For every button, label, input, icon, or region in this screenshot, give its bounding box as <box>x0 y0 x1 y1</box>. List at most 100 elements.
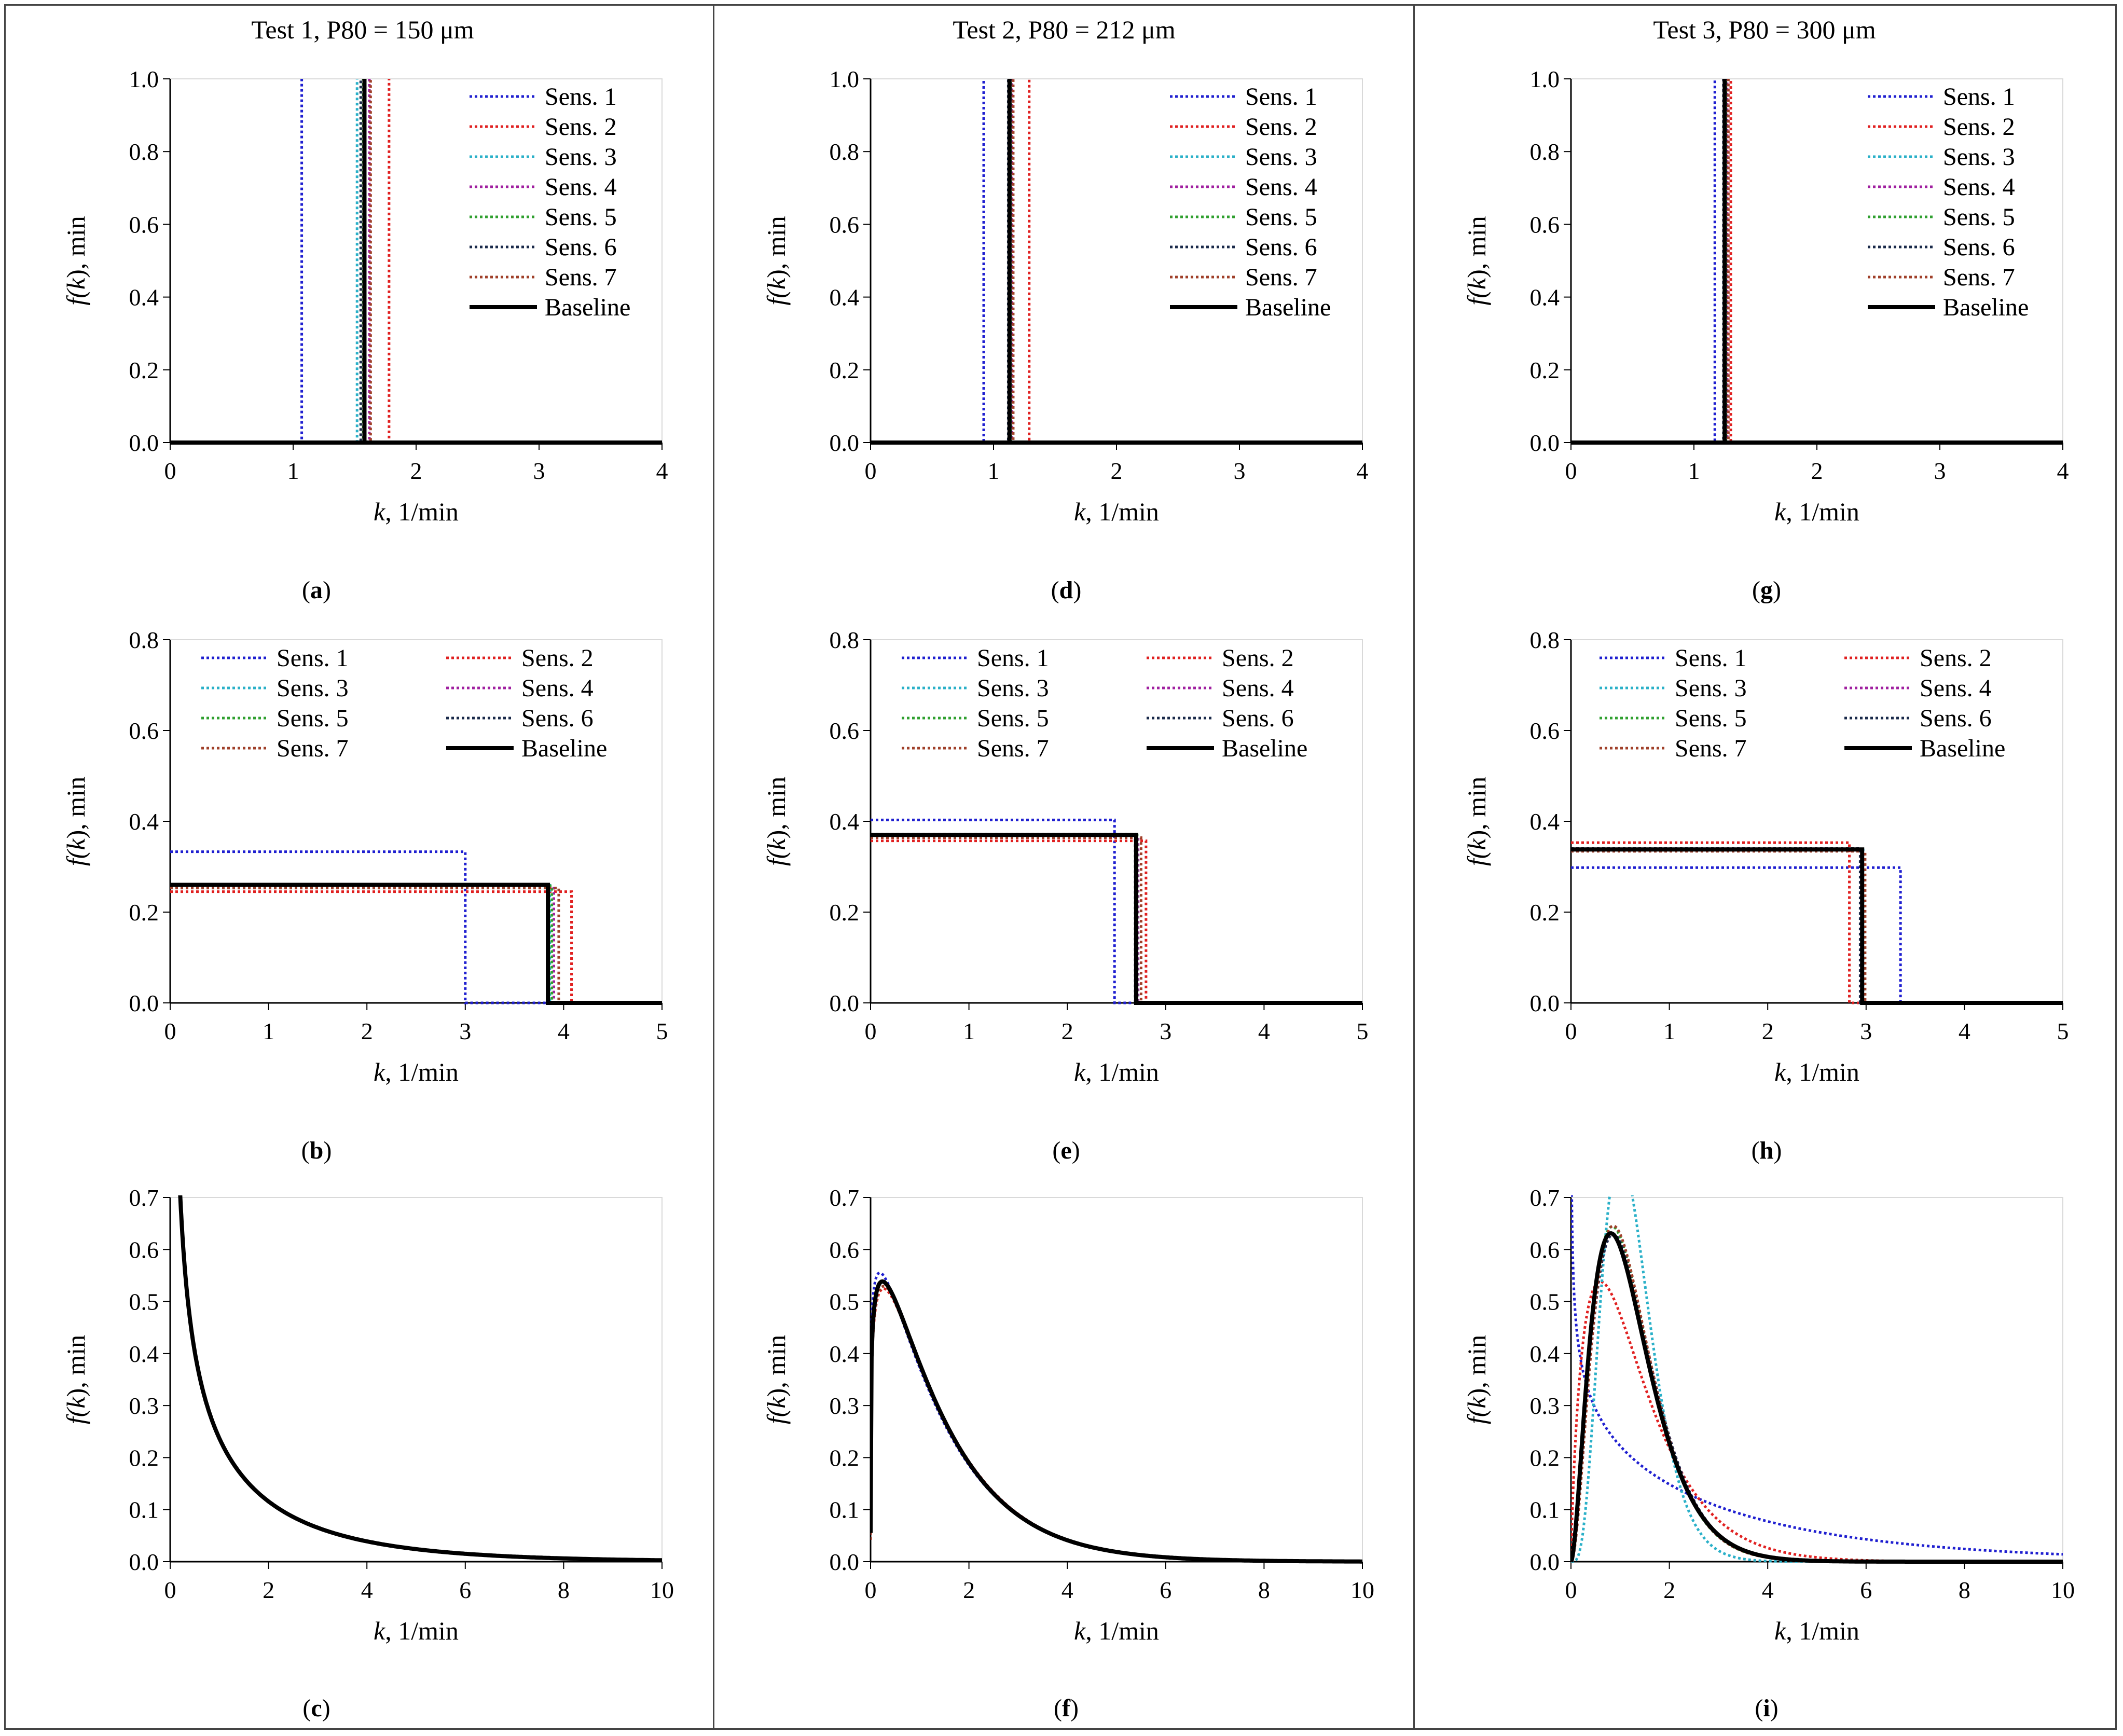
legend-label-sens-1: Sens. 1 <box>1245 83 1317 111</box>
y-tick-label: 0.6 <box>1530 1236 1560 1263</box>
y-tick-label: 0.6 <box>830 1236 860 1263</box>
y-tick-label: 0.7 <box>1530 1184 1560 1211</box>
series-lines <box>170 850 662 1005</box>
series-baseline <box>871 1279 1362 1564</box>
series-sens-7 <box>871 836 1362 1004</box>
legend-label-sens-2: Sens. 2 <box>1920 644 1992 672</box>
series-baseline <box>871 833 1362 1005</box>
chart-panel-g: 0 1 2 3 4 0.0 0.2 0.4 0.6 0.8 1.0 k, 1/min f(k), min… <box>1462 66 2069 526</box>
x-tick-label: 10 <box>1350 1577 1374 1603</box>
x-tick-label: 8 <box>558 1577 570 1603</box>
legend-label-baseline: Baseline <box>521 735 607 762</box>
x-tick-label: 2 <box>963 1577 975 1603</box>
y-tick-label: 0.0 <box>1530 990 1560 1016</box>
y-axis-title: f(k), min <box>762 216 791 305</box>
legend-label-sens-4: Sens. 4 <box>1222 674 1294 702</box>
x-tick-label: 4 <box>1357 458 1369 484</box>
y-tick-label: 0.4 <box>129 284 159 311</box>
x-tick-label: 2 <box>361 1018 373 1044</box>
legend-label-sens-3: Sens. 3 <box>1943 143 2015 171</box>
legend-label-sens-1: Sens. 1 <box>545 83 617 111</box>
x-tick-label: 3 <box>1234 458 1246 484</box>
x-tick-label: 5 <box>2057 1018 2069 1044</box>
panel-label-i: (i) <box>1755 1694 1779 1722</box>
y-tick-label: 0.8 <box>1530 627 1560 653</box>
legend-label-sens-3: Sens. 3 <box>277 674 349 702</box>
y-tick-label: 0.5 <box>830 1289 860 1315</box>
series-lines <box>871 1271 1362 1564</box>
series-sens-7 <box>170 887 662 1004</box>
y-tick-label: 0.0 <box>129 1549 159 1575</box>
legend-label-sens-7: Sens. 7 <box>545 264 617 291</box>
y-axis-title: f(k), min <box>61 216 90 305</box>
series-sens-6 <box>170 884 662 1004</box>
x-tick-label: 4 <box>361 1577 373 1603</box>
legend-label-sens-6: Sens. 6 <box>545 233 617 261</box>
panel-label-c: (c) <box>302 1694 330 1722</box>
y-tick-label: 0.5 <box>129 1289 159 1315</box>
legend-label-sens-6: Sens. 6 <box>1245 233 1317 261</box>
y-tick-label: 0.3 <box>1530 1393 1560 1419</box>
x-tick-label: 8 <box>1258 1577 1270 1603</box>
legend-label-sens-2: Sens. 2 <box>521 644 594 672</box>
series-sens-6 <box>1571 847 2063 1004</box>
y-tick-label: 0.2 <box>129 1444 159 1471</box>
x-tick-label: 10 <box>2051 1577 2075 1603</box>
legend-label-sens-5: Sens. 5 <box>545 203 617 231</box>
y-tick-label: 0.2 <box>1530 899 1560 926</box>
x-tick-label: 0 <box>1565 458 1577 484</box>
x-tick-label: 0 <box>1565 1577 1577 1603</box>
legend-label-baseline: Baseline <box>1943 294 2029 321</box>
plot-area <box>870 1197 1363 1562</box>
legend-label-sens-4: Sens. 4 <box>545 173 617 201</box>
y-tick-label: 0.8 <box>1530 139 1560 165</box>
y-tick-label: 0.6 <box>830 718 860 744</box>
legend-label-sens-1: Sens. 1 <box>277 644 349 672</box>
legend-label-sens-5: Sens. 5 <box>1943 203 2015 231</box>
series-sens-7 <box>1571 850 2063 1004</box>
series-baseline <box>178 1195 662 1563</box>
series-baseline <box>1571 847 2063 1005</box>
series-sens-5 <box>178 1195 662 1562</box>
legend-label-sens-2: Sens. 2 <box>1245 113 1317 141</box>
x-tick-label: 0 <box>865 1018 877 1044</box>
legend-label-baseline: Baseline <box>1920 735 2005 762</box>
legend-label-sens-6: Sens. 6 <box>1245 233 1317 261</box>
legend-label-sens-7: Sens. 7 <box>1943 264 2015 291</box>
legend-label-baseline: Baseline <box>1222 735 1307 762</box>
panel-label-e: (e) <box>1052 1137 1080 1164</box>
y-tick-label: 0.2 <box>830 357 860 383</box>
legend-label-sens-2: Sens. 2 <box>545 113 617 141</box>
y-tick-label: 0.3 <box>830 1393 860 1419</box>
y-tick-label: 0.4 <box>129 1341 159 1367</box>
plot-area <box>170 1197 663 1562</box>
y-tick-label: 0.6 <box>129 211 159 238</box>
x-tick-label: 4 <box>1762 1577 1774 1603</box>
legend-label-baseline: Baseline <box>1245 294 1331 321</box>
y-tick-label: 0.0 <box>1530 1549 1560 1575</box>
x-tick-label: 4 <box>1959 1018 1970 1044</box>
x-tick-label: 0 <box>1565 1018 1577 1044</box>
series-sens-2 <box>170 890 662 1004</box>
x-tick-label: 2 <box>1062 1018 1073 1044</box>
series-sens-1 <box>170 850 662 1004</box>
legend-label-sens-6: Sens. 6 <box>521 705 594 732</box>
legend-label-sens-7: Sens. 7 <box>545 264 617 291</box>
series-lines <box>1571 79 2063 445</box>
x-tick-label: 2 <box>263 1577 274 1603</box>
x-axis-title: k, 1/min <box>1074 1057 1159 1086</box>
x-tick-label: 4 <box>656 458 668 484</box>
x-tick-label: 2 <box>1663 1577 1675 1603</box>
legend-label-sens-6: Sens. 6 <box>1920 705 1992 732</box>
legend-label-sens-4: Sens. 4 <box>1943 173 2015 201</box>
x-tick-label: 1 <box>988 458 1000 484</box>
series-sens-2 <box>1571 1280 2063 1563</box>
y-tick-label: 0.2 <box>1530 357 1560 383</box>
series-baseline <box>1571 79 2063 445</box>
legend-label-sens-2: Sens. 2 <box>1222 644 1294 672</box>
y-tick-label: 0.1 <box>129 1497 159 1523</box>
column-title-test-2: Test 2, P80 = 212 μm <box>953 15 1176 44</box>
